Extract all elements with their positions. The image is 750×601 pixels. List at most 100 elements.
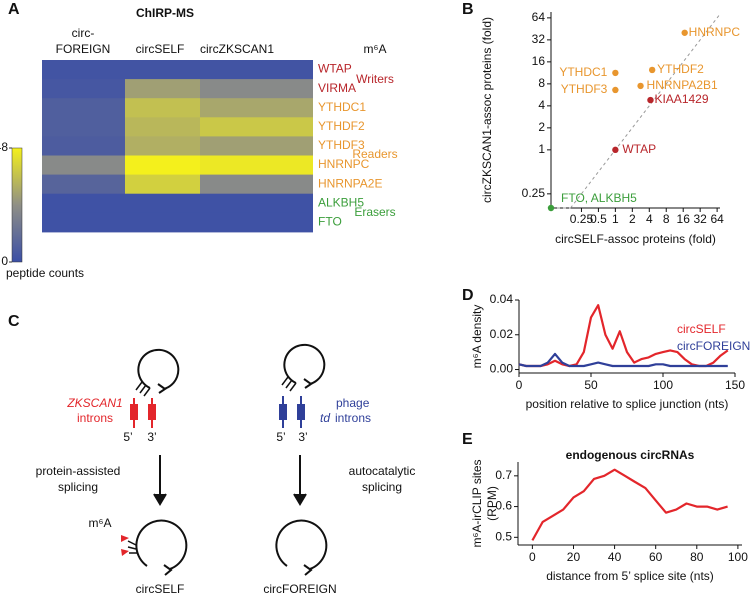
x-tick-label: 0.5: [590, 212, 607, 226]
heat-cell: [200, 136, 313, 156]
x-tick-label: 20: [567, 550, 581, 564]
process-label: splicing: [58, 480, 98, 494]
heat-cell: [125, 136, 200, 156]
x-tick-label: 150: [725, 378, 745, 392]
x-tick-label: 4: [646, 212, 653, 226]
line: [531, 468, 728, 541]
x-tick-label: 0: [529, 550, 536, 564]
arrow-head: [157, 383, 167, 394]
row-label: WTAP: [318, 62, 352, 76]
y-tick-label: 16: [532, 54, 546, 68]
row-label: ALKBH5: [318, 195, 364, 209]
heat-cell: [200, 155, 313, 176]
heat-cell: [125, 174, 200, 195]
arrow-head: [153, 493, 167, 506]
point-label: YTHDF3: [561, 82, 608, 96]
legend-entry: circFOREIGN: [677, 339, 750, 353]
end-label: 3’: [298, 430, 307, 444]
line: [518, 304, 729, 368]
column-label: circSELF: [136, 42, 185, 56]
line: [518, 352, 728, 368]
row-label: YTHDC1: [318, 100, 366, 114]
legend-entry: circSELF: [677, 322, 726, 336]
circle-arrow: [283, 343, 326, 385]
row-label: HNRNPA2E: [318, 176, 382, 190]
x-tick-label: 50: [584, 378, 598, 392]
point-label: YTHDC1: [559, 65, 607, 79]
process-label: autocatalytic: [349, 464, 416, 478]
intron-label: td: [320, 411, 330, 425]
heat-cell: [42, 155, 125, 176]
heat-cell: [42, 98, 125, 118]
x-tick-label: 80: [690, 550, 704, 564]
point: [681, 29, 688, 36]
x-tick-label: 1: [612, 212, 619, 226]
y-tick-label: 0.00: [490, 362, 514, 376]
heat-cell: [125, 117, 200, 137]
y-tick-label: 0.25: [522, 186, 546, 200]
point-label: FTO, ALKBH5: [561, 191, 637, 205]
heat-cell: [125, 155, 200, 176]
x-tick-label: 0: [516, 378, 523, 392]
circle-arrow: [135, 519, 188, 570]
point: [648, 66, 656, 74]
x-tick-label: 100: [728, 550, 748, 564]
heat-cell: [200, 98, 313, 118]
panel-c-diagram: [127, 343, 328, 576]
y-tick-label: 1: [538, 142, 545, 156]
point-label: WTAP: [622, 142, 656, 156]
x-axis-label: position relative to splice junction (nt…: [526, 397, 729, 411]
row-label: HNRNPC: [318, 157, 370, 171]
intron-label: phage: [336, 396, 370, 410]
panel-label: D: [462, 287, 474, 304]
x-tick-label: 16: [677, 212, 691, 226]
x-tick-label: 8: [663, 212, 670, 226]
column-header: m⁶A: [364, 42, 387, 56]
column-label: FOREIGN: [56, 42, 111, 56]
y-axis-label: (RPM): [485, 486, 499, 521]
colorbar-tick-label: 0: [1, 254, 8, 268]
exon-ends: [281, 376, 297, 392]
heat-cell: [200, 193, 313, 214]
intron-label: introns: [77, 411, 113, 425]
product-label: circSELF: [136, 582, 185, 596]
y-tick-label: 8: [538, 76, 545, 90]
circle-arrow: [275, 519, 328, 570]
arrow-head: [163, 564, 173, 576]
arrow-head: [293, 493, 307, 506]
m6a-mark: [121, 535, 129, 556]
intron-label: ZKSCAN1: [66, 396, 122, 410]
heat-cell: [42, 174, 125, 195]
y-tick-label: 32: [532, 32, 546, 46]
end-label: 5’: [276, 430, 285, 444]
process-label: protein-assisted: [36, 464, 121, 478]
point-label: HNRNPA2B1: [647, 78, 718, 92]
heat-cell: [42, 60, 125, 80]
heat-cell: [125, 98, 200, 118]
point: [612, 86, 619, 94]
mark-label: m⁶A: [89, 516, 112, 530]
x-tick-label: 32: [693, 212, 707, 226]
end-label: 5’: [123, 430, 132, 444]
panel-label: A: [8, 1, 20, 18]
heat-cell: [200, 60, 313, 80]
point: [547, 204, 555, 212]
heat-cell: [200, 174, 313, 195]
arrow-head: [303, 564, 313, 576]
circle-arrow: [137, 348, 180, 390]
heat-cell: [200, 117, 313, 137]
group-label: Erasers: [354, 205, 395, 219]
process-label: splicing: [362, 480, 402, 494]
heat-cell: [200, 79, 313, 99]
x-tick-label: 64: [710, 212, 724, 226]
point-label: HNRNPC: [689, 25, 741, 39]
y-axis-label: m⁶A-irCLIP sites: [470, 459, 484, 547]
product-label: circFOREIGN: [263, 582, 336, 596]
y-tick-label: 2: [538, 120, 545, 134]
heat-cell: [42, 117, 125, 137]
intron-label: introns: [335, 411, 371, 425]
point: [637, 82, 644, 90]
y-tick-label: 0.04: [490, 292, 514, 306]
y-tick-label: 4: [538, 98, 545, 112]
